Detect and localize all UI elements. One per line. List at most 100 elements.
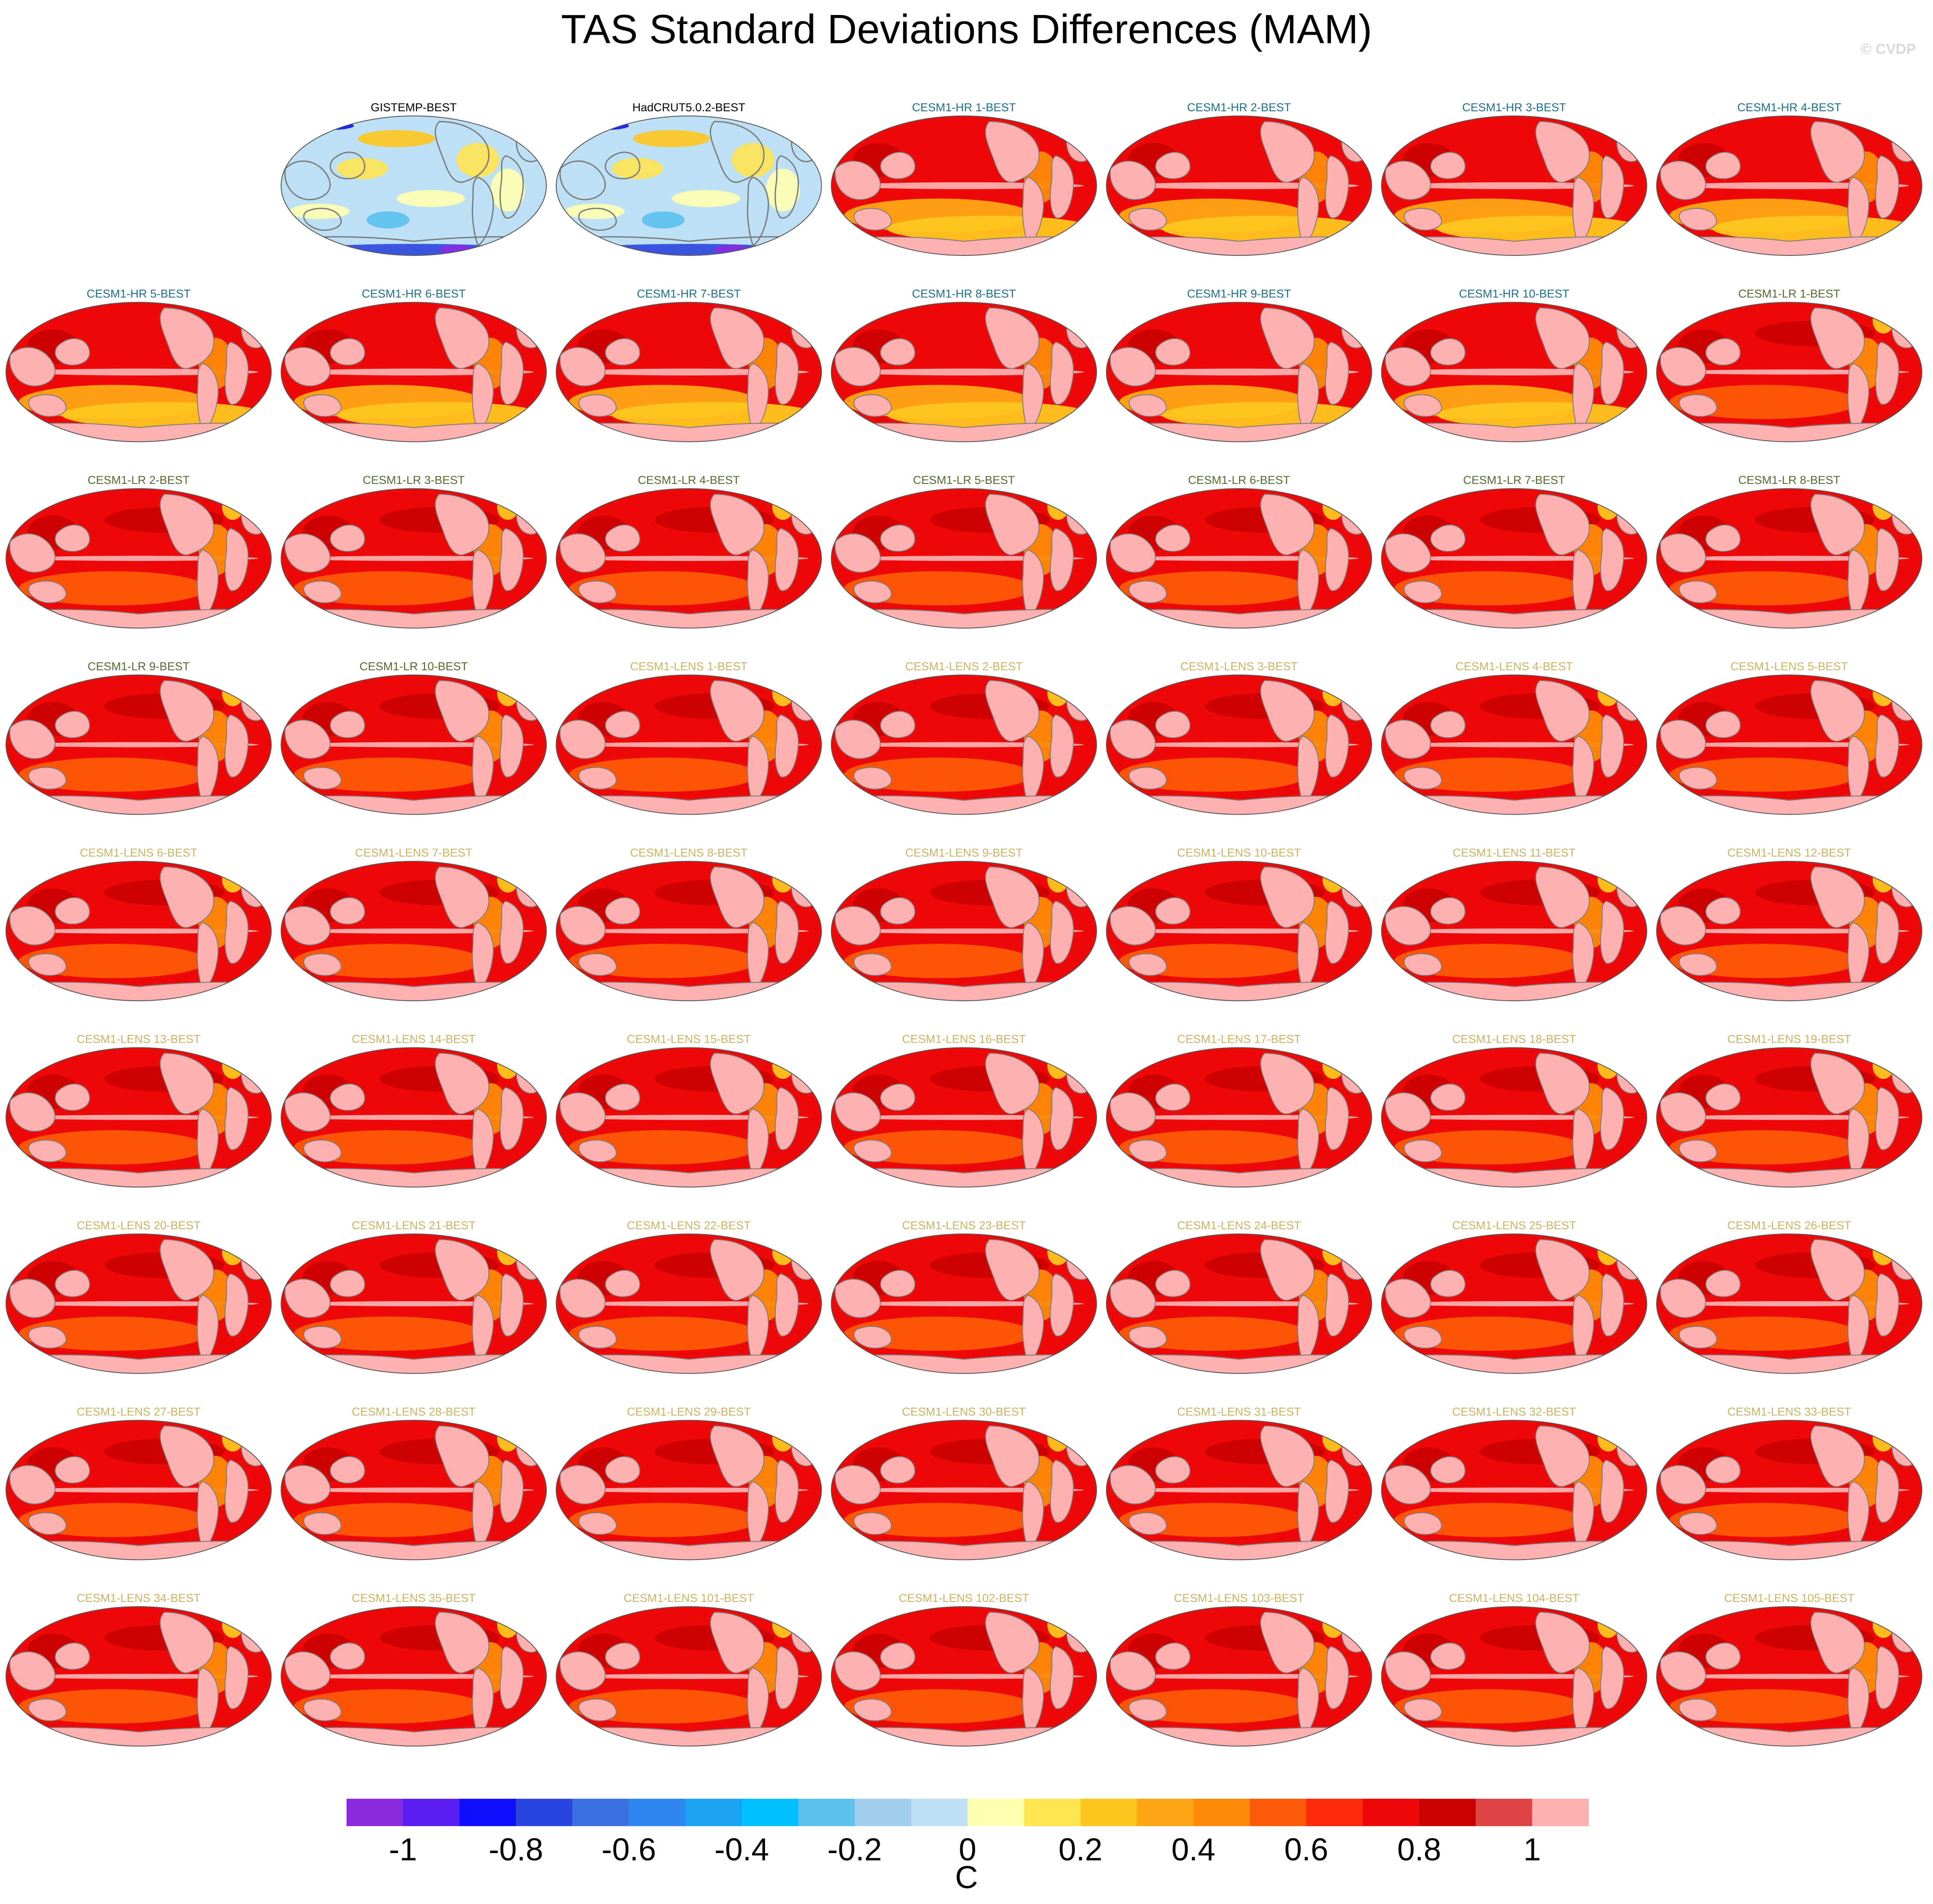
panel-title: CESM1-LENS 25-BEST bbox=[1452, 1219, 1576, 1232]
map-field bbox=[1106, 1607, 1372, 1746]
map-panel: CESM1-LENS 104-BEST bbox=[1381, 1592, 1647, 1747]
panel-title: CESM1-LENS 12-BEST bbox=[1727, 846, 1851, 859]
map-field bbox=[1382, 1420, 1647, 1560]
panel-title: CESM1-LENS 30-BEST bbox=[902, 1406, 1026, 1418]
map-field bbox=[281, 675, 546, 815]
panel-title: CESM1-HR 3-BEST bbox=[1462, 101, 1566, 114]
map-field bbox=[831, 1420, 1097, 1560]
map-field bbox=[831, 116, 1097, 255]
map-panel: CESM1-LENS 1-BEST bbox=[556, 660, 822, 815]
map-outline bbox=[281, 1234, 547, 1374]
map-panel: CESM1-LENS 15-BEST bbox=[556, 1033, 822, 1188]
panel-title: CESM1-LENS 24-BEST bbox=[1177, 1219, 1301, 1232]
map-outline bbox=[1381, 1420, 1647, 1560]
map-field bbox=[1382, 1234, 1647, 1373]
map-panel: CESM1-LENS 23-BEST bbox=[831, 1219, 1097, 1374]
panel-title: CESM1-LENS 6-BEST bbox=[80, 846, 198, 859]
map-panel: CESM1-HR 4-BEST bbox=[1656, 101, 1922, 256]
map-outline bbox=[281, 302, 547, 442]
map-field bbox=[831, 489, 1097, 628]
map-field bbox=[556, 1607, 821, 1746]
panel-title: CESM1-LENS 104-BEST bbox=[1449, 1592, 1580, 1604]
map-outline bbox=[831, 302, 1097, 442]
panel-title: CESM1-LENS 101-BEST bbox=[624, 1592, 754, 1604]
map-outline bbox=[831, 674, 1097, 815]
map-outline bbox=[831, 1606, 1097, 1747]
map-panel: CESM1-LENS 26-BEST bbox=[1656, 1219, 1922, 1374]
map-panel: CESM1-LENS 17-BEST bbox=[1106, 1033, 1372, 1188]
map-field bbox=[281, 489, 546, 628]
map-panel: CESM1-LENS 29-BEST bbox=[556, 1406, 822, 1560]
map-outline bbox=[1106, 302, 1372, 442]
panel-title: CESM1-HR 10-BEST bbox=[1459, 288, 1569, 300]
map-outline bbox=[556, 1606, 822, 1747]
panel-title: CESM1-LR 6-BEST bbox=[1188, 474, 1290, 486]
map-field bbox=[1106, 489, 1372, 628]
panel-title: CESM1-LENS 13-BEST bbox=[77, 1033, 201, 1046]
map-outline bbox=[6, 861, 272, 1001]
map-field bbox=[281, 116, 546, 255]
map-panel: CESM1-LR 4-BEST bbox=[556, 474, 822, 629]
map-outline bbox=[281, 1047, 547, 1188]
panel-title: CESM1-HR 9-BEST bbox=[1187, 288, 1291, 300]
map-panel: CESM1-LENS 8-BEST bbox=[556, 846, 822, 1001]
map-panel: CESM1-HR 8-BEST bbox=[831, 288, 1097, 442]
panel-title: CESM1-LENS 105-BEST bbox=[1724, 1592, 1855, 1604]
map-outline bbox=[831, 488, 1097, 629]
panel-title: CESM1-LENS 20-BEST bbox=[77, 1219, 201, 1232]
panel-title: CESM1-LENS 7-BEST bbox=[355, 846, 473, 859]
map-outline bbox=[831, 1047, 1097, 1188]
panel-title: CESM1-LENS 103-BEST bbox=[1174, 1592, 1304, 1604]
map-outline bbox=[1656, 116, 1922, 256]
map-panel: CESM1-LENS 34-BEST bbox=[6, 1592, 272, 1747]
map-field bbox=[831, 1607, 1097, 1746]
map-field bbox=[831, 861, 1097, 1001]
panel-title: CESM1-LR 1-BEST bbox=[1738, 288, 1841, 300]
map-panel: CESM1-LENS 30-BEST bbox=[831, 1406, 1097, 1560]
panel-title: CESM1-LENS 26-BEST bbox=[1727, 1219, 1851, 1232]
map-panel: CESM1-LENS 28-BEST bbox=[281, 1406, 547, 1560]
panel-title: CESM1-LENS 17-BEST bbox=[1177, 1033, 1301, 1046]
map-field bbox=[6, 302, 271, 442]
map-outline bbox=[1106, 1606, 1372, 1747]
panel-title: CESM1-LENS 18-BEST bbox=[1452, 1033, 1576, 1046]
map-panel: CESM1-LENS 31-BEST bbox=[1106, 1406, 1372, 1560]
panel-title: CESM1-HR 2-BEST bbox=[1187, 101, 1291, 114]
map-field bbox=[1382, 489, 1647, 628]
panel-title: CESM1-LR 10-BEST bbox=[359, 660, 468, 673]
map-outline bbox=[1381, 488, 1647, 629]
map-field bbox=[1657, 116, 1922, 255]
panel-title: CESM1-LENS 1-BEST bbox=[630, 660, 748, 673]
panel-title: CESM1-LENS 32-BEST bbox=[1452, 1406, 1576, 1418]
map-field bbox=[6, 1234, 271, 1373]
map-field bbox=[1106, 1047, 1372, 1187]
map-panel: CESM1-LENS 12-BEST bbox=[1656, 846, 1922, 1001]
map-field bbox=[1382, 861, 1647, 1001]
map-field bbox=[6, 1420, 271, 1560]
map-panel: CESM1-LENS 20-BEST bbox=[6, 1219, 272, 1374]
map-outline bbox=[831, 1234, 1097, 1374]
map-outline bbox=[281, 488, 547, 629]
panel-title: CESM1-LR 7-BEST bbox=[1463, 474, 1565, 486]
colorbar-unit-label: C bbox=[955, 1860, 978, 1895]
panel-title: CESM1-LENS 4-BEST bbox=[1456, 660, 1573, 673]
map-panel: CESM1-LENS 3-BEST bbox=[1106, 660, 1372, 815]
map-field bbox=[831, 1047, 1097, 1187]
map-outline bbox=[6, 302, 272, 442]
map-outline bbox=[556, 1234, 822, 1374]
map-panel: CESM1-LENS 10-BEST bbox=[1106, 846, 1372, 1001]
map-field bbox=[1657, 1047, 1922, 1187]
map-panel: CESM1-HR 1-BEST bbox=[831, 101, 1097, 256]
panel-title: CESM1-LENS 102-BEST bbox=[899, 1592, 1029, 1604]
panel-title: CESM1-LENS 28-BEST bbox=[352, 1406, 476, 1418]
map-field bbox=[1657, 1234, 1922, 1373]
map-panel: CESM1-LENS 102-BEST bbox=[831, 1592, 1097, 1747]
panel-title: CESM1-LENS 8-BEST bbox=[630, 846, 748, 859]
map-panel: GISTEMP-BEST bbox=[281, 101, 547, 256]
map-field bbox=[1382, 302, 1647, 442]
map-field bbox=[1657, 489, 1922, 628]
map-panel: CESM1-HR 2-BEST bbox=[1106, 101, 1372, 256]
map-outline bbox=[1106, 1047, 1372, 1188]
map-outline bbox=[1106, 116, 1372, 256]
